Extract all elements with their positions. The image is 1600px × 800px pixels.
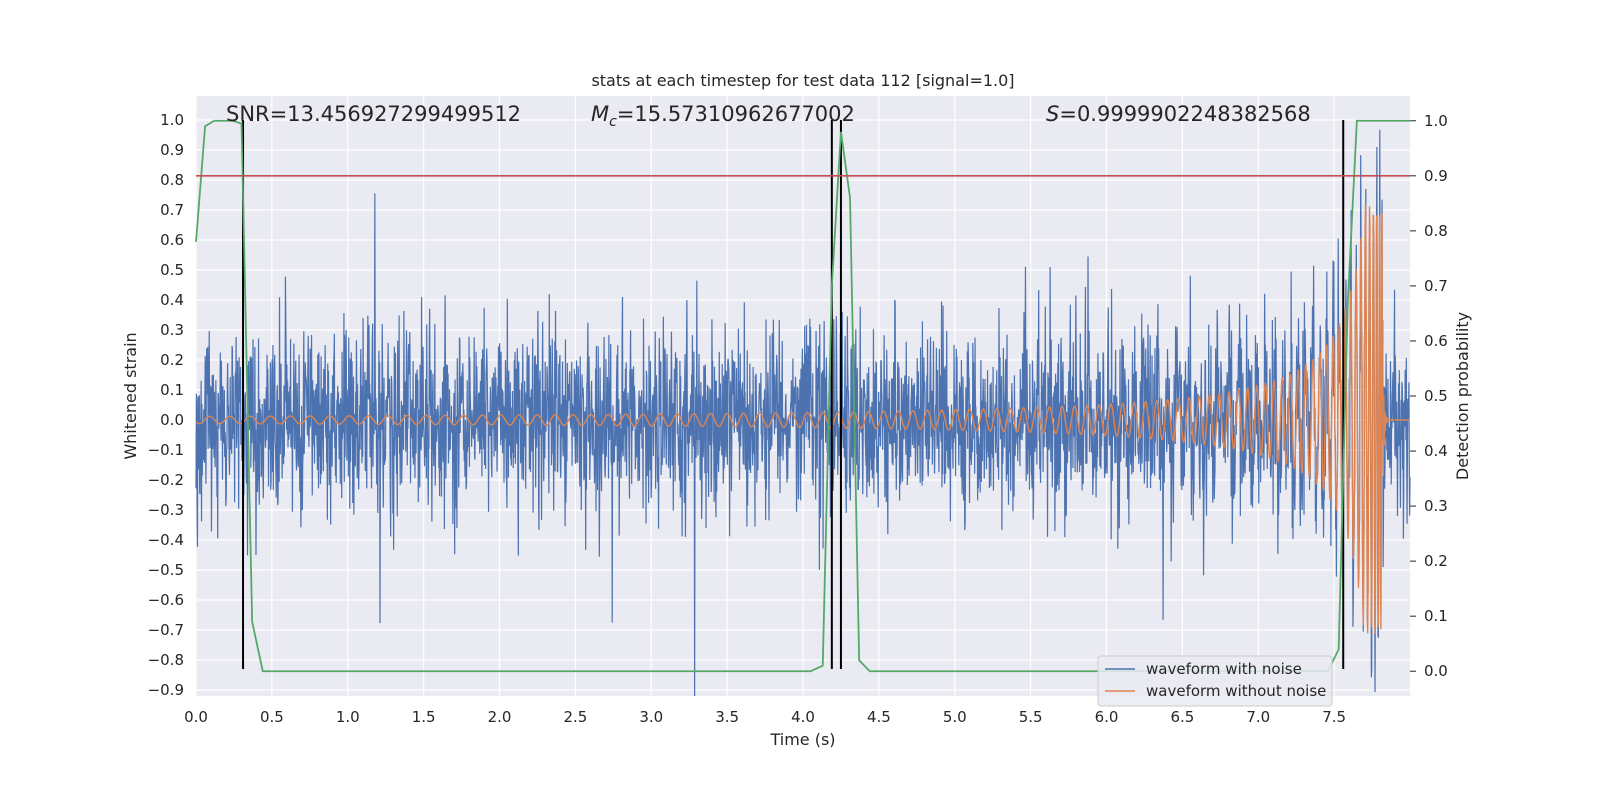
x-tick-label: 3.0 xyxy=(639,708,663,726)
x-tick-label: 1.0 xyxy=(336,708,360,726)
chirp-mass-symbol: M xyxy=(591,102,609,126)
y2-tick-label: 0.5 xyxy=(1424,387,1448,405)
legend-box xyxy=(1097,655,1333,707)
x-tick-label: 7.5 xyxy=(1322,708,1346,726)
y2-tick-label: 0.4 xyxy=(1424,442,1448,460)
x-tick-label: 2.5 xyxy=(563,708,587,726)
score-annotation: S=0.9999902248382568 xyxy=(1046,102,1311,126)
y-axis-label: Whitened strain xyxy=(121,332,140,459)
x-tick-label: 1.5 xyxy=(412,708,436,726)
chirp-mass-subscript: c xyxy=(609,114,617,130)
chart-title: stats at each timestep for test data 112… xyxy=(591,71,1014,90)
x-tick-label: 2.0 xyxy=(488,708,512,726)
y2-tick-label: 0.7 xyxy=(1424,277,1448,295)
y-tick-label: −0.1 xyxy=(148,441,184,459)
series-waveform-without-noise xyxy=(195,204,1410,635)
y-tick-label: 0.2 xyxy=(160,351,184,369)
y-tick-labels: 1.0 0.9 0.8 0.7 0.6 0.5 0.4 0.3 0.2 0.1 0.0 −0.1 −0.… xyxy=(148,111,184,699)
y2-tick-label: 0.3 xyxy=(1424,497,1448,515)
y-tick-label: 0.5 xyxy=(160,261,184,279)
chirp-mass-value: =15.57310962677002 xyxy=(617,102,855,126)
y2-tick-label: 0.8 xyxy=(1424,222,1448,240)
x-tick-label: 6.0 xyxy=(1095,708,1119,726)
series-waveform-with-noise xyxy=(195,129,1411,697)
y-tick-label: 0.3 xyxy=(160,321,184,339)
legend-label-clean: waveform without noise xyxy=(1146,682,1326,700)
series-detection-probability xyxy=(195,119,1410,673)
x-tick-label: 0.0 xyxy=(184,708,208,726)
clean-line xyxy=(195,204,1410,635)
y-tick-label: 0.1 xyxy=(160,381,184,399)
legend-label-noise: waveform with noise xyxy=(1146,660,1302,678)
y-tick-label: 1.0 xyxy=(160,111,184,129)
y-tick-label: −0.4 xyxy=(148,531,184,549)
x-tick-label: 6.5 xyxy=(1170,708,1194,726)
y2-tick-label: 0.1 xyxy=(1424,607,1448,625)
x-tick-label: 4.5 xyxy=(867,708,891,726)
x-tick-label: 3.5 xyxy=(715,708,739,726)
score-value: =0.9999902248382568 xyxy=(1059,102,1310,126)
y-tick-label: 0.8 xyxy=(160,171,184,189)
x-axis-label: Time (s) xyxy=(769,730,835,749)
x-tick-label: 4.0 xyxy=(791,708,815,726)
score-symbol: S xyxy=(1046,102,1059,126)
y2-tick-label: 0.9 xyxy=(1424,167,1448,185)
snr-annotation: SNR=13.456927299499512 xyxy=(226,102,521,126)
x-tick-label: 7.0 xyxy=(1246,708,1270,726)
y-tick-label: −0.2 xyxy=(148,471,184,489)
y-tick-label: 0.4 xyxy=(160,291,184,309)
y-tick-label: −0.8 xyxy=(148,651,184,669)
noise-line xyxy=(195,129,1411,697)
y-tick-label: 0.0 xyxy=(160,411,184,429)
probability-line xyxy=(195,119,1410,673)
y2-tick-label: 0.6 xyxy=(1424,332,1448,350)
y-tick-label: −0.6 xyxy=(148,591,184,609)
y2-tick-label: 1.0 xyxy=(1424,112,1448,130)
y-tick-label: −0.3 xyxy=(148,501,184,519)
y2-axis-label: Detection probability xyxy=(1453,312,1472,480)
y-tick-label: −0.5 xyxy=(148,561,184,579)
y2-tick-label: 0.2 xyxy=(1424,552,1448,570)
legend: waveform with noise waveform without noi… xyxy=(1097,655,1333,707)
y-tick-label: 0.7 xyxy=(160,201,184,219)
y-tick-label: 0.9 xyxy=(160,141,184,159)
x-tick-label: 5.5 xyxy=(1019,708,1043,726)
y-tick-label: 0.6 xyxy=(160,231,184,249)
y-tick-label: −0.7 xyxy=(148,621,184,639)
y-tick-label: −0.9 xyxy=(148,681,184,699)
x-tick-label: 5.0 xyxy=(943,708,967,726)
x-tick-labels: 0.0 0.5 1.0 1.5 2.0 2.5 3.0 3.5 4.0 4.5 5.0 5.5 6.0 6… xyxy=(184,708,1346,726)
y2-tick-label: 0.0 xyxy=(1424,662,1448,680)
y2-tick-labels: 1.0 0.9 0.8 0.7 0.6 0.5 0.4 0.3 0.2 0.1 0.0 xyxy=(1410,112,1448,680)
x-tick-label: 0.5 xyxy=(260,708,284,726)
chirp-mass-annotation: Mc=15.57310962677002 xyxy=(591,102,855,130)
